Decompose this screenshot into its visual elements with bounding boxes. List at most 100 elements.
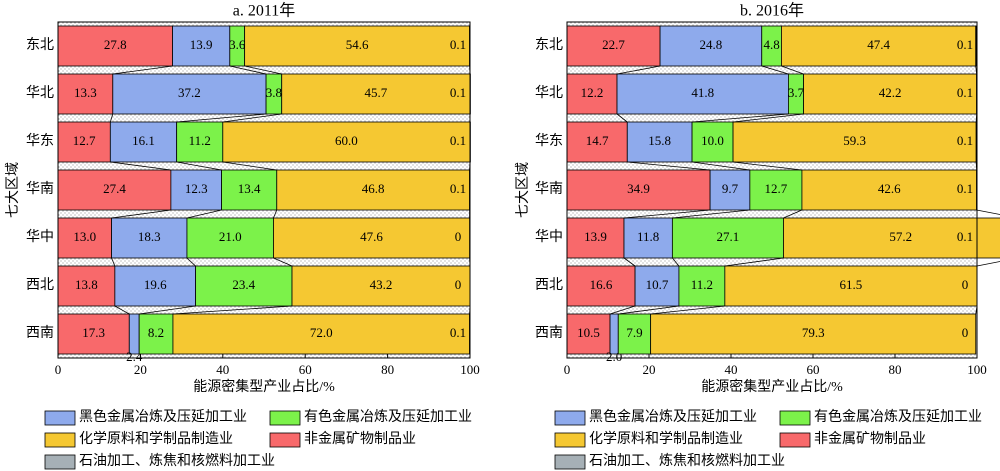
y-tick-label: 西北 xyxy=(26,277,54,293)
connector xyxy=(616,65,661,75)
y-tick-label: 西南 xyxy=(535,325,563,341)
data-label: 3.8 xyxy=(266,85,282,100)
legend-swatch xyxy=(554,410,586,426)
data-label: 16.6 xyxy=(590,277,613,292)
data-label: 0.1 xyxy=(450,85,466,100)
connector xyxy=(692,113,789,123)
y-tick-label: 华南 xyxy=(535,181,563,197)
data-label: 34.9 xyxy=(627,181,650,196)
connector xyxy=(172,305,293,315)
bar-segment xyxy=(176,121,224,163)
connector xyxy=(623,209,711,219)
connector xyxy=(975,65,977,75)
legend-label: 黑色金属冶炼及压延加工业 xyxy=(79,408,247,425)
connector xyxy=(616,113,628,123)
bar-segment xyxy=(172,313,470,355)
connector xyxy=(112,65,173,75)
data-label: 61.5 xyxy=(840,277,863,292)
legend-swatch xyxy=(269,432,301,448)
data-label: 13.9 xyxy=(584,229,607,244)
data-label: 10.5 xyxy=(577,325,600,340)
data-label: 7.9 xyxy=(626,325,642,340)
data-label: 8.2 xyxy=(148,325,164,340)
legend-swatch xyxy=(779,410,811,426)
bar-segment xyxy=(781,25,977,67)
bar-segment xyxy=(634,265,680,307)
connector xyxy=(609,305,636,315)
data-label: 3.7 xyxy=(788,85,805,100)
bar-segment xyxy=(749,169,803,211)
data-label: 0.1 xyxy=(957,37,973,52)
bar-segment xyxy=(671,217,784,259)
data-label: 27.4 xyxy=(103,181,126,196)
data-label: 21.0 xyxy=(219,229,242,244)
bar-segment xyxy=(57,169,172,211)
bar-segment xyxy=(616,73,789,115)
y-tick-label: 华中 xyxy=(535,229,563,245)
x-tick-label: 100 xyxy=(967,362,987,377)
y-tick-label: 华东 xyxy=(26,133,54,149)
bar-segment xyxy=(566,169,711,211)
connector xyxy=(176,161,222,171)
x-axis-label: 能源密集型产业占比/% xyxy=(193,378,335,395)
chart-title: a. 2011年 xyxy=(233,2,296,20)
bar-segment xyxy=(291,265,471,307)
connector xyxy=(783,209,803,219)
connector xyxy=(733,113,804,123)
bar-segment xyxy=(691,121,734,163)
bar-segment xyxy=(803,73,977,115)
x-tick-label: 40 xyxy=(725,362,738,377)
x-tick-label: 40 xyxy=(216,362,229,377)
data-label: 72.0 xyxy=(310,325,333,340)
connector xyxy=(618,305,679,315)
data-label: 23.4 xyxy=(232,277,255,292)
bar-segment xyxy=(281,73,471,115)
data-label: 13.0 xyxy=(73,229,96,244)
data-label: 79.3 xyxy=(802,325,825,340)
connector xyxy=(781,65,804,75)
data-label: 2.4 xyxy=(126,349,143,364)
data-label: 10.7 xyxy=(646,277,669,292)
data-label: 13.3 xyxy=(74,85,97,100)
legend-label: 非金属矿物制品业 xyxy=(304,431,416,447)
bar-segment xyxy=(801,169,977,211)
bar-segment xyxy=(626,121,693,163)
data-label: 0.1 xyxy=(450,181,466,196)
bar-segment xyxy=(138,313,174,355)
connector xyxy=(627,161,711,171)
bar-segment xyxy=(566,25,661,67)
bar-segment xyxy=(617,313,652,355)
x-tick-label: 60 xyxy=(807,362,820,377)
y-axis-label: 七大区域 xyxy=(515,162,531,218)
connector xyxy=(176,113,267,123)
connector xyxy=(139,305,196,315)
bar-segment xyxy=(566,313,611,355)
y-tick-label: 东北 xyxy=(26,37,54,53)
connector xyxy=(186,209,222,219)
x-tick-label: 20 xyxy=(134,362,147,377)
connector xyxy=(672,209,750,219)
legend-label: 石油加工、炼焦和核燃料加工业 xyxy=(79,452,275,469)
connector xyxy=(273,209,278,219)
legend-label: 有色金属冶炼及压延加工业 xyxy=(814,408,982,425)
y-axis-label: 七大区域 xyxy=(5,162,21,218)
data-label: 0 xyxy=(455,277,462,292)
connector xyxy=(650,305,725,315)
data-label: 13.8 xyxy=(75,277,98,292)
legend-swatch xyxy=(779,432,811,448)
connector xyxy=(111,257,116,267)
data-label: 10.0 xyxy=(701,133,724,148)
data-label: 41.8 xyxy=(691,85,714,100)
bar-segment xyxy=(195,265,293,307)
bar-segment xyxy=(222,121,471,163)
legend-swatch xyxy=(269,410,301,426)
bar-segment xyxy=(57,313,130,355)
legend-swatch xyxy=(44,454,76,470)
plot-frame xyxy=(57,21,471,359)
data-label: 42.2 xyxy=(879,85,902,100)
bar-segment xyxy=(650,313,977,355)
bar-segment xyxy=(566,265,636,307)
bar-segment xyxy=(57,73,114,115)
data-label: 11.2 xyxy=(189,133,211,148)
